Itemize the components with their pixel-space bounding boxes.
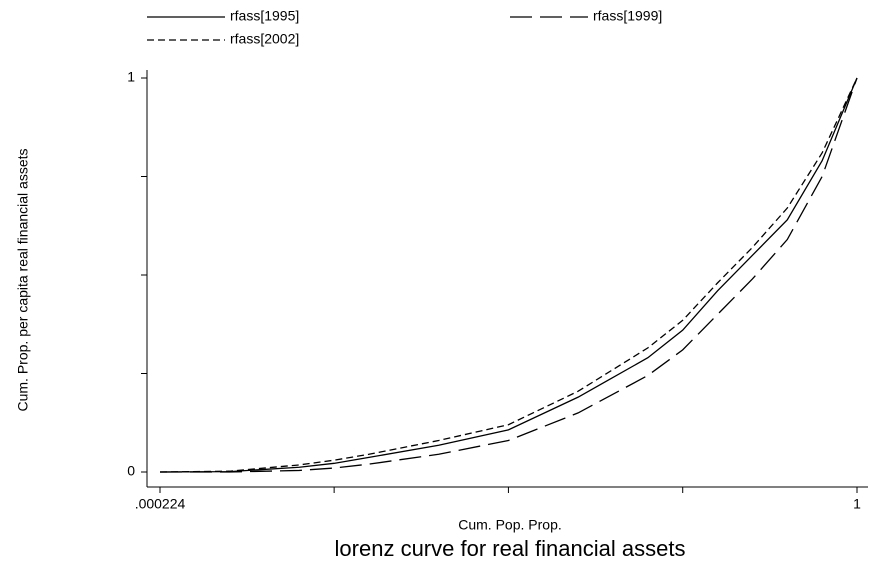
x-tick-label: .000224 <box>135 496 186 512</box>
series-line <box>159 77 858 473</box>
x-axis-label: Cum. Pop. Prop. <box>458 517 562 533</box>
y-tick-label: 0 <box>127 463 135 479</box>
x-tick-label: 1 <box>853 496 861 512</box>
series-line <box>159 77 858 473</box>
legend-label: rfass[1995] <box>230 8 299 24</box>
y-tick-label: 1 <box>127 69 135 85</box>
legend-label: rfass[1999] <box>593 8 662 24</box>
series-line <box>160 77 858 473</box>
chart-title: lorenz curve for real financial assets <box>335 536 686 561</box>
y-axis-label: Cum. Prop. per capita real financial ass… <box>15 148 31 411</box>
legend-label: rfass[2002] <box>230 31 299 47</box>
